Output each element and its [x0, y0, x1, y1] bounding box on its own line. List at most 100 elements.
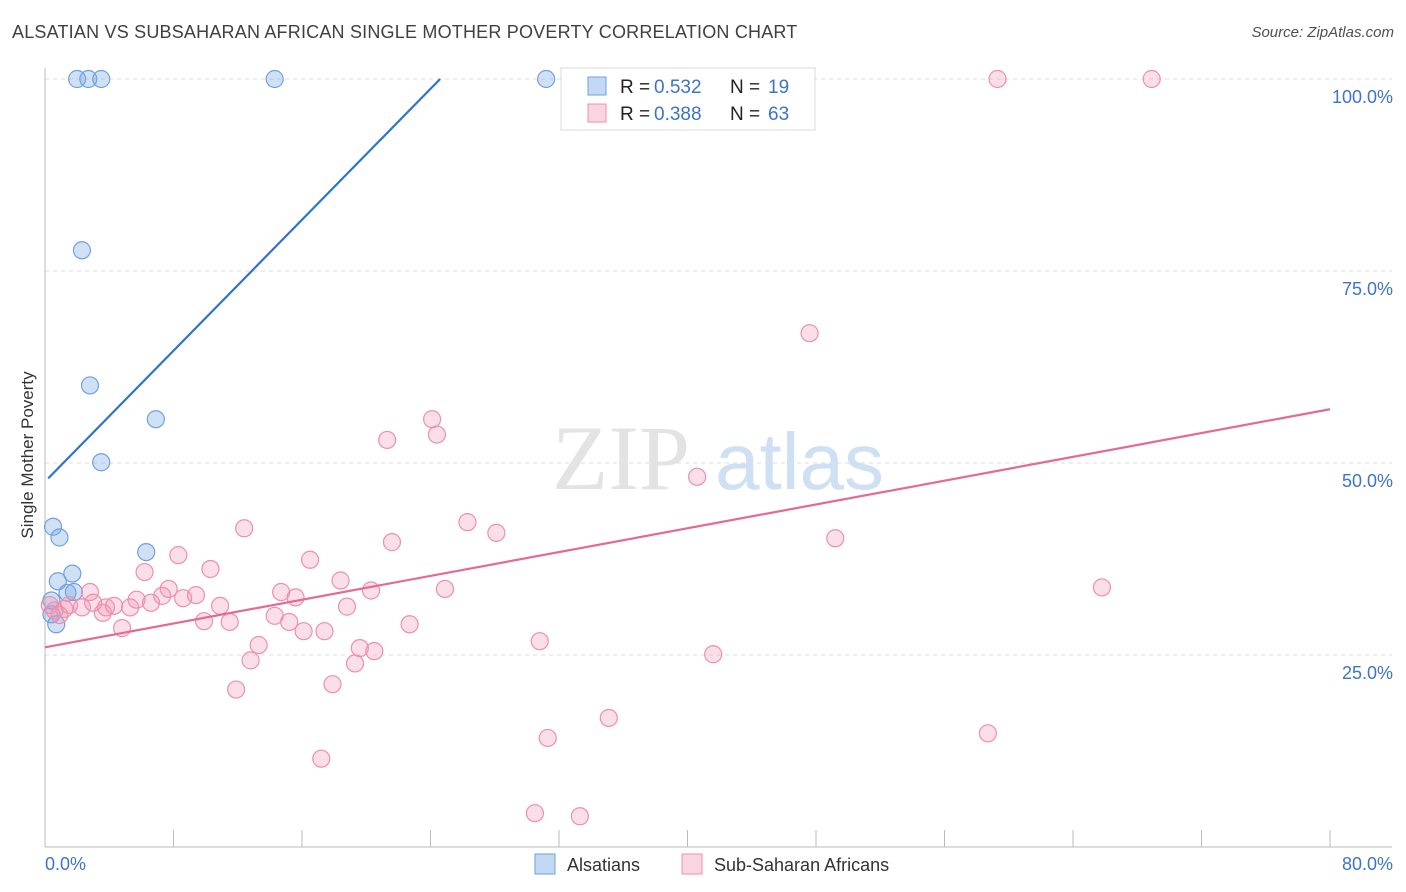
subsaharan-point	[400, 615, 419, 634]
subsaharan-point	[826, 529, 845, 548]
subsaharan-point	[525, 804, 545, 823]
bottom-legend-swatch-0	[534, 853, 556, 875]
subsaharan-point	[800, 324, 819, 343]
subsaharan-point	[570, 807, 589, 826]
subsaharan-point	[294, 622, 313, 641]
subsaharan-point	[423, 410, 442, 429]
alsatian-point	[92, 453, 111, 472]
alsatian-point	[92, 69, 111, 89]
subsaharan-point	[427, 425, 447, 444]
chart-title: ALSATIAN VS SUBSAHARAN AFRICAN SINGLE MO…	[12, 22, 798, 42]
subsaharan-point	[435, 579, 455, 599]
alsatian-point	[79, 69, 98, 89]
subsaharan-point	[988, 69, 1007, 89]
alsatian-point	[43, 517, 63, 536]
alsatian-point	[72, 241, 92, 260]
subsaharan-point	[220, 612, 239, 632]
watermark-zip: ZIP	[552, 407, 690, 509]
subsaharan-point	[153, 586, 172, 605]
x-tick-label-1: 80.0%	[1342, 854, 1393, 874]
subsaharan-point	[104, 596, 124, 615]
subsaharan-point	[530, 632, 549, 651]
bottom-legend: Alsatians Sub-Saharan Africans	[534, 853, 889, 875]
subsaharan-point	[201, 559, 220, 579]
subsaharan-point	[135, 562, 154, 582]
y-tick-labels: 25.0% 50.0% 75.0% 100.0%	[1332, 87, 1393, 683]
subsaharan-point	[169, 546, 188, 565]
legend-box: R = 0.532 N = 19 R = 0.388 N = 63	[560, 67, 816, 131]
chart-source: Source: ZipAtlas.com	[1251, 24, 1394, 41]
subsaharan-point	[72, 598, 92, 617]
subsaharan-point	[300, 550, 320, 569]
subsaharan-point	[538, 728, 557, 748]
axes	[44, 68, 1392, 848]
alsatian-point	[537, 69, 556, 89]
subsaharan-point	[186, 585, 206, 605]
data-points	[40, 69, 1161, 826]
subsaharan-point	[210, 596, 230, 615]
y-tick-label-1: 50.0%	[1342, 471, 1393, 491]
bottom-legend-label-0: Alsatians	[567, 855, 640, 875]
grid-lines	[45, 78, 1392, 656]
trend-lines	[44, 78, 1331, 649]
subsaharan-point	[323, 675, 342, 694]
x-tick-label-0: 0.0%	[45, 854, 86, 874]
alsatian-point	[80, 376, 100, 395]
x-tick-labels: 0.0% 80.0%	[45, 854, 1393, 874]
subsaharan-point	[345, 654, 365, 673]
subsaharan-point	[280, 612, 299, 632]
alsatian-point	[146, 410, 165, 429]
alsatian-point	[63, 564, 82, 583]
bottom-legend-label-1: Sub-Saharan Africans	[714, 855, 889, 875]
watermark: ZIP atlas	[552, 407, 884, 509]
subsaharan-point	[382, 533, 402, 552]
alsatian-point	[50, 528, 69, 547]
subsaharan-point	[286, 588, 305, 607]
subsaharan-point	[141, 593, 161, 612]
y-axis-title: Single Mother Poverty	[18, 371, 37, 539]
legend-swatch-1	[587, 103, 607, 123]
legend-swatch-0	[587, 76, 607, 96]
subsaharan-point	[704, 645, 723, 664]
subsaharan-point	[350, 638, 369, 658]
subsaharan-point	[378, 430, 397, 450]
subsaharan-point	[227, 680, 246, 699]
y-tick-label-0: 25.0%	[1342, 663, 1393, 683]
alsatian-point	[137, 542, 156, 562]
subsaharan-point	[599, 708, 618, 728]
legend-n-value-0: 19	[768, 77, 789, 98]
subsaharan-point	[365, 642, 384, 661]
subsaharan-point	[80, 582, 100, 602]
alsatian-point	[265, 69, 284, 89]
subsaharan-point	[40, 595, 59, 615]
subsaharan-point	[241, 651, 260, 670]
subsaharan-point	[93, 603, 112, 622]
subsaharan-trend-line	[44, 408, 1331, 649]
legend-n-value-1: 63	[768, 104, 789, 125]
legend-frame	[560, 67, 816, 131]
subsaharan-point	[312, 749, 331, 768]
legend-n-label-0: N =	[730, 77, 760, 98]
subsaharan-point	[235, 519, 254, 538]
bottom-legend-swatch-1	[681, 853, 703, 875]
subsaharan-point	[249, 635, 268, 655]
legend-r-label-1: R =	[620, 104, 650, 125]
legend-r-value-1: 0.388	[654, 104, 702, 125]
y-tick-label-2: 75.0%	[1342, 279, 1393, 299]
subsaharan-point	[361, 581, 381, 600]
subsaharan-point	[487, 523, 506, 542]
subsaharan-point	[159, 579, 178, 599]
subsaharan-point	[127, 590, 146, 609]
subsaharan-point	[1092, 578, 1112, 597]
subsaharan-point	[688, 467, 707, 486]
watermark-atlas: atlas	[715, 417, 884, 506]
subsaharan-point	[50, 605, 69, 625]
alsatian-trend-line	[47, 78, 441, 480]
legend-r-label-0: R =	[620, 77, 650, 98]
subsaharan-point	[194, 612, 214, 631]
subsaharan-point	[1142, 69, 1161, 89]
y-tick-label-3: 100.0%	[1332, 87, 1393, 107]
subsaharan-point	[458, 513, 477, 532]
legend-r-value-0: 0.532	[654, 77, 702, 98]
